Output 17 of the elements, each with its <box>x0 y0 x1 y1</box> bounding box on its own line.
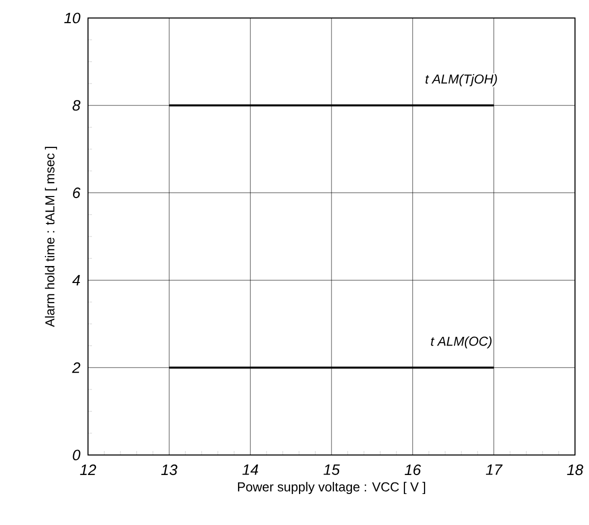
x-tick-label: 13 <box>161 464 178 476</box>
y-axis-title: Alarm hold time : tALM [ msec ] <box>44 146 58 328</box>
x-tick-label: 14 <box>242 464 258 475</box>
x-tick-label: 18 <box>567 464 584 476</box>
x-tick-label: 17 <box>486 464 503 475</box>
x-tick-label: 12 <box>80 464 96 475</box>
x-axis-title: Power supply voltage : VCC [ V ] <box>238 482 426 494</box>
x-tick-label: 16 <box>404 464 421 476</box>
y-tick-label: 0 <box>72 450 80 460</box>
series-label: t ALM(TjOH) <box>426 74 497 86</box>
y-tick-label: 8 <box>72 100 80 111</box>
x-tick-label: 15 <box>324 464 340 475</box>
y-tick-label: 10 <box>64 12 80 24</box>
y-tick-label: 6 <box>73 188 80 198</box>
y-tick-label: 4 <box>72 275 80 286</box>
y-tick-label: 2 <box>72 362 80 373</box>
series-label: t ALM(OC) <box>431 336 492 348</box>
